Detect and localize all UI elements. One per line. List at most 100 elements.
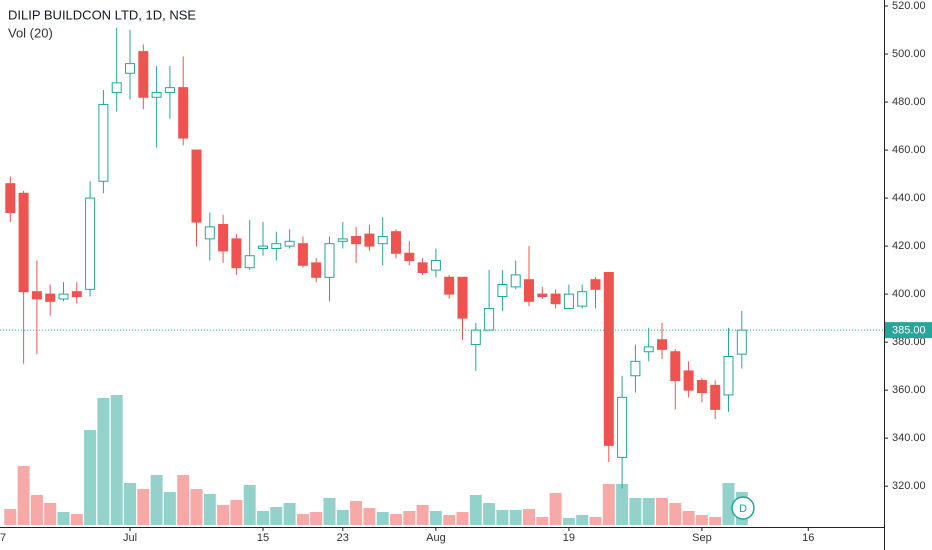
candle-body <box>111 82 122 93</box>
volume-indicator-label: Vol (20) <box>8 25 53 40</box>
y-tick-label: 320.00 <box>892 480 926 492</box>
volume-bar <box>456 512 469 525</box>
candle-body <box>391 231 401 254</box>
candle-body <box>590 279 601 290</box>
volume-bar <box>177 475 190 525</box>
volume-bar <box>190 489 203 525</box>
candle-body <box>218 223 229 252</box>
y-tick-label: 440.00 <box>892 192 926 204</box>
candle-body <box>723 356 734 396</box>
volume-bar <box>416 505 429 525</box>
volume-bar <box>629 498 642 525</box>
candle-body <box>351 235 362 245</box>
volume-bar <box>17 466 30 525</box>
candle-body <box>138 51 149 98</box>
volume-bar <box>429 511 442 525</box>
badge-label[interactable]: D <box>739 503 747 515</box>
candle-body <box>31 291 42 300</box>
x-tick-label: 16 <box>802 532 814 544</box>
x-tick-label: 23 <box>337 532 349 544</box>
candle-body <box>577 291 588 307</box>
volume-bar <box>203 494 216 525</box>
candle-body <box>404 252 415 261</box>
volume-bar <box>602 484 615 525</box>
volume-bar <box>124 483 136 525</box>
candle-body <box>683 370 694 391</box>
x-tick-label: Sep <box>692 532 712 544</box>
y-tick-label: 420.00 <box>892 240 926 252</box>
x-tick-label: 19 <box>563 532 575 544</box>
candle-body <box>297 243 308 266</box>
candle-body <box>430 259 441 271</box>
volume-bar <box>336 510 349 525</box>
volume-bar <box>443 515 456 525</box>
candle-body <box>258 245 268 249</box>
y-tick-label: 520.00 <box>892 0 926 12</box>
volume-layer <box>4 395 748 525</box>
y-tick-label: 480.00 <box>892 96 926 108</box>
candle-body <box>125 63 135 74</box>
candle-body <box>164 87 175 93</box>
candle-body <box>58 293 69 300</box>
candle-body <box>178 87 189 139</box>
candle-body <box>696 380 707 394</box>
volume-bar <box>576 515 589 525</box>
y-tick-label: 360.00 <box>892 384 926 396</box>
volume-bar <box>150 475 163 525</box>
candle-body <box>736 329 747 355</box>
volume-bar <box>97 398 110 525</box>
volume-bar <box>4 509 17 525</box>
candle-body <box>337 238 348 242</box>
candle-body <box>470 329 481 346</box>
last-price-tag <box>885 322 932 339</box>
candle-body <box>71 291 82 298</box>
y-tick-label: 460.00 <box>892 144 926 156</box>
y-tick-label: 400.00 <box>892 288 926 300</box>
volume-bar <box>257 511 269 525</box>
volume-bar <box>283 503 296 525</box>
volume-bar <box>310 512 323 525</box>
volume-bar <box>669 503 682 525</box>
volume-bar <box>469 495 482 525</box>
candle-body <box>151 91 162 98</box>
y-tick-label: 500.00 <box>892 48 926 60</box>
candle-body <box>550 293 561 305</box>
candle-body <box>364 233 375 247</box>
dividend-badge[interactable]: D <box>731 496 755 520</box>
volume-bar <box>243 485 256 525</box>
candle-body <box>271 243 282 249</box>
volume-bar <box>695 515 708 525</box>
x-tick-label: 15 <box>257 532 269 544</box>
volume-bar <box>163 492 176 525</box>
volume-bar <box>44 503 57 525</box>
candle-body <box>417 262 428 274</box>
volume-bar <box>376 512 389 525</box>
x-tick-label: Jul <box>123 532 137 544</box>
candle-body <box>484 308 495 331</box>
candle-body <box>204 226 215 240</box>
candle-body <box>630 360 641 377</box>
volume-bar <box>390 514 402 525</box>
candle-body <box>537 293 548 298</box>
candle-body <box>603 272 614 446</box>
volume-bar <box>350 501 363 525</box>
volume-bar <box>270 507 283 525</box>
candle-body <box>324 243 335 278</box>
candle-body <box>497 284 508 298</box>
volume-bar <box>682 511 695 525</box>
volume-bar <box>562 518 575 525</box>
volume-bar <box>84 430 97 525</box>
candle-body <box>444 276 455 295</box>
volume-bar <box>589 517 602 525</box>
last-price-label: 385.00 <box>892 325 926 337</box>
volume-bar <box>217 505 230 525</box>
candle-body <box>231 238 242 269</box>
candle-body <box>244 255 255 269</box>
badge-circle[interactable] <box>731 496 755 520</box>
volume-bar <box>323 498 336 525</box>
candle-body <box>5 183 16 213</box>
volume-bar <box>642 498 655 525</box>
y-tick-label: 380.00 <box>892 336 926 348</box>
